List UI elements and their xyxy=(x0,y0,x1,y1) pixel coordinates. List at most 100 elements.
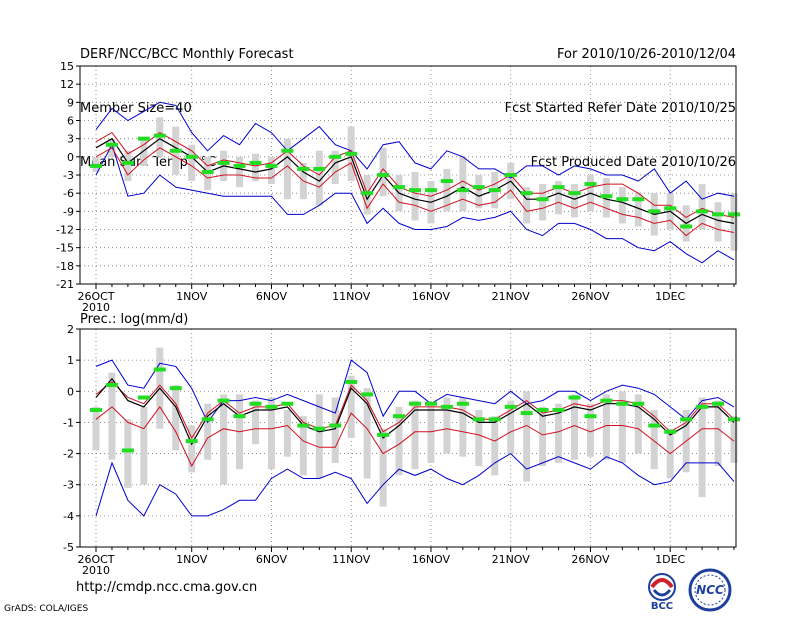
median-marker xyxy=(361,191,374,196)
x-tick-label: 11NOV xyxy=(332,553,371,566)
median-marker xyxy=(249,401,262,406)
box-bar xyxy=(475,409,483,467)
median-marker xyxy=(265,163,278,168)
box-bar xyxy=(252,153,259,182)
x-year-label: 2010 xyxy=(82,564,110,577)
series-lower-line xyxy=(95,406,735,468)
median-marker xyxy=(233,414,246,419)
x-tick-label: 21NOV xyxy=(492,553,531,566)
box-bar xyxy=(539,184,547,221)
box-bar xyxy=(252,400,259,445)
box-bar xyxy=(331,397,339,463)
median-marker xyxy=(137,395,150,400)
y-tick-label: 12 xyxy=(60,78,74,91)
median-marker xyxy=(233,163,246,168)
box-bar xyxy=(618,391,626,463)
median-marker xyxy=(520,191,533,196)
fcst-start-date: Fcst Started Refer Date 2010/10/25 xyxy=(504,101,736,116)
median-marker xyxy=(377,173,390,177)
box-bar xyxy=(443,397,451,454)
box-bar xyxy=(188,144,196,182)
median-marker xyxy=(313,426,326,431)
median-marker xyxy=(409,401,421,406)
median-marker xyxy=(393,414,406,419)
series-upper-line xyxy=(95,131,735,218)
box-bar xyxy=(491,416,499,476)
box-bar xyxy=(267,397,275,470)
box-bar xyxy=(172,385,180,451)
median-marker xyxy=(393,185,406,190)
source-url: http://cmdp.ncc.cma.gov.cn xyxy=(76,580,258,595)
y-tick-label: -12 xyxy=(56,224,74,237)
x-tick-label: 21NOV xyxy=(492,290,531,303)
grads-credit: GrADS: COLA/IGES xyxy=(4,604,89,614)
median-marker xyxy=(712,212,725,217)
x-tick-label: 1NOV xyxy=(176,290,208,303)
median-marker xyxy=(536,197,549,202)
box-bar xyxy=(124,419,132,488)
box-bar xyxy=(459,397,467,457)
median-marker xyxy=(361,392,374,397)
series-upper-line xyxy=(95,381,735,440)
x-tick-label: 26OCT xyxy=(77,290,114,303)
box-bar xyxy=(427,403,435,463)
box-bar xyxy=(714,202,722,242)
chart-title: DERF/NCC/BCC Monthly Forecast xyxy=(80,47,294,62)
box-bar xyxy=(92,406,100,451)
y-tick-label: -9 xyxy=(63,205,74,218)
median-marker xyxy=(504,404,517,409)
box-bar xyxy=(411,171,419,221)
median-marker xyxy=(536,407,549,412)
box-bar xyxy=(395,406,403,476)
box-bar xyxy=(618,187,626,224)
median-marker xyxy=(121,448,134,453)
box-bar xyxy=(331,150,339,185)
median-marker xyxy=(616,401,629,406)
median-marker xyxy=(377,432,390,437)
series-max-line xyxy=(95,359,735,424)
y-tick-label: -1 xyxy=(63,416,74,429)
box-bar xyxy=(730,416,738,463)
y-tick-label: -2 xyxy=(63,448,74,461)
box-bar xyxy=(236,156,244,188)
median-marker xyxy=(313,166,326,171)
box-bar xyxy=(555,403,563,463)
y-tick-label: -15 xyxy=(56,242,74,255)
median-marker xyxy=(632,401,645,406)
median-marker xyxy=(488,188,501,193)
median-marker xyxy=(153,367,166,372)
series-max-line xyxy=(95,101,735,200)
median-marker xyxy=(600,194,613,199)
box-bar xyxy=(714,400,722,467)
header-right: For 2010/10/26-2010/12/04 Fcst Started R… xyxy=(505,10,736,190)
median-marker xyxy=(329,154,342,159)
ncc-logo: NCC xyxy=(688,568,732,612)
y-tick-label: -21 xyxy=(56,278,74,291)
median-marker xyxy=(105,142,118,147)
box-bar xyxy=(459,156,467,212)
median-marker xyxy=(217,398,230,403)
median-marker xyxy=(648,209,661,214)
box-bar xyxy=(523,187,531,224)
box-bar xyxy=(283,138,291,200)
box-bar xyxy=(379,147,387,197)
median-marker xyxy=(728,417,740,422)
median-marker xyxy=(185,154,198,159)
box-bar xyxy=(586,403,594,457)
median-marker xyxy=(297,423,310,428)
median-marker xyxy=(680,417,693,422)
box-bar xyxy=(363,388,371,479)
median-marker xyxy=(520,411,533,416)
box-bar xyxy=(507,400,515,454)
x-tick-label: 16NOV xyxy=(412,553,451,566)
bcc-logo: BCC xyxy=(648,573,676,612)
x-tick-label: 11NOV xyxy=(332,290,371,303)
chart-panel-0: -21 -18 -15 -12 -9 -6 -3 0 3 6 9 12 15 26OCT 1NOV 6NOV 1… xyxy=(56,60,740,314)
median-marker xyxy=(281,148,294,153)
box-bar xyxy=(108,372,116,460)
median-marker xyxy=(504,173,517,177)
median-marker xyxy=(552,407,565,412)
median-marker xyxy=(281,401,294,406)
y-tick-label: -4 xyxy=(63,510,74,523)
box-bar xyxy=(523,391,531,482)
